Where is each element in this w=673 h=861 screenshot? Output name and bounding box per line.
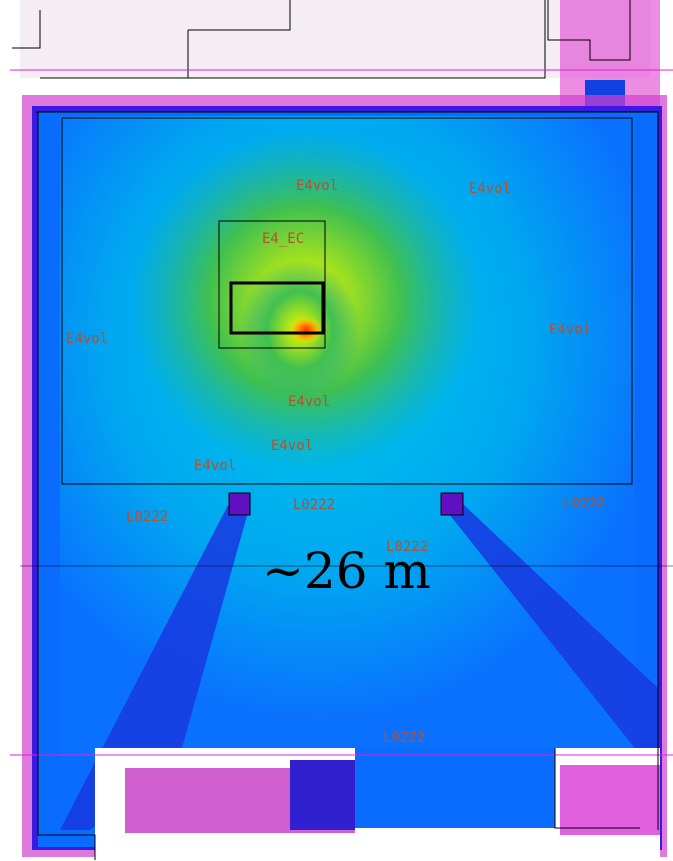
region-label: L0222 bbox=[293, 497, 335, 513]
region-label: E4_EC bbox=[262, 231, 304, 247]
dose-source bbox=[288, 316, 324, 344]
dose-map: E4vol E4vol E4_EC E4vol E4vol E4vol E4vol E4vol… bbox=[0, 0, 673, 861]
region-label: E4vol bbox=[66, 331, 108, 347]
region-label: L0222 bbox=[563, 496, 605, 512]
region-label: L0222 bbox=[383, 730, 425, 746]
region-label: E4vol bbox=[271, 438, 313, 454]
lower-room-dose bbox=[290, 760, 355, 830]
region-label: L0222 bbox=[126, 509, 168, 525]
region-label: E4vol bbox=[296, 178, 338, 194]
region-label: E4vol bbox=[549, 322, 591, 338]
lower-corridor bbox=[355, 748, 555, 828]
region-label: E4vol bbox=[194, 458, 236, 474]
lower-room-dose bbox=[560, 765, 660, 835]
upper-room bbox=[20, 0, 650, 78]
region-label: E4vol bbox=[288, 394, 330, 410]
pillar bbox=[441, 493, 463, 515]
scale-label: ~26 m bbox=[262, 542, 431, 600]
region-label: E4vol bbox=[469, 181, 511, 197]
pillar bbox=[229, 493, 250, 515]
